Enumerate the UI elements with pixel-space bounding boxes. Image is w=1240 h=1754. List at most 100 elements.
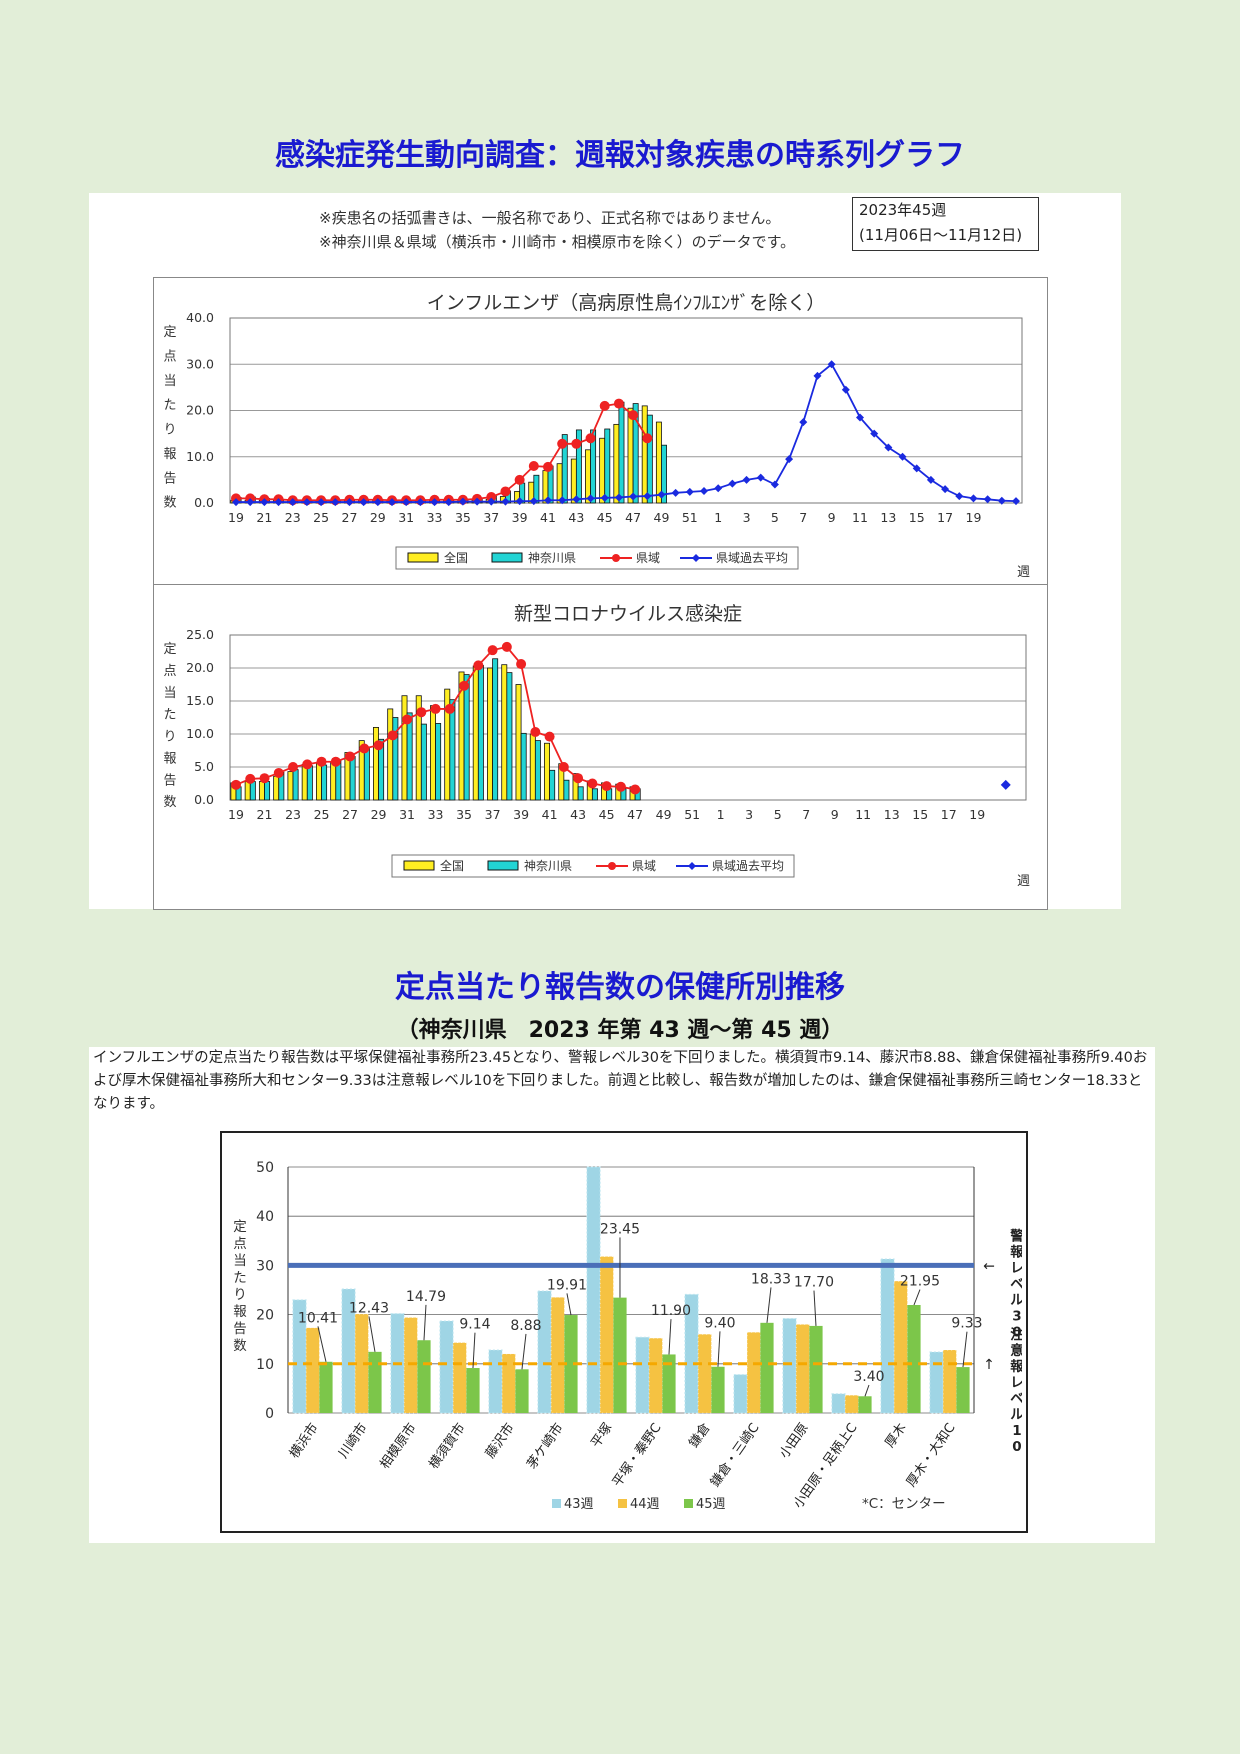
data-label-leader [368,1316,376,1352]
data-label-leader [962,1331,968,1368]
point-県域過去平均 [359,498,368,507]
y-axis-label-char: 報 [163,447,176,462]
x-tick-label: 39 [513,807,529,822]
point-県域過去平均 [969,494,978,503]
page-title: 感染症発生動向調査：週報対象疾患の時系列グラフ [275,138,965,173]
point-県域 [500,486,511,497]
point-県域 [642,433,653,444]
bar-神奈川県 [632,403,639,504]
bar-神奈川県 [420,723,427,801]
y-tick-label: 0.0 [194,792,214,807]
data-label: 9.40 [704,1315,735,1331]
y-tick-label: 30 [256,1258,274,1274]
warning-level-label: 注 [1010,1326,1022,1343]
data-label-leader [913,1289,921,1306]
point-県域 [573,773,584,784]
bar-43週 [488,1349,503,1414]
y-axis-label-char: 点 [163,349,176,364]
category-label: 鎌倉・三崎C [708,1421,763,1490]
y-axis-label-char: た [163,708,176,723]
data-label: 17.70 [794,1275,834,1291]
bar-43週 [733,1374,748,1414]
x-tick-label: 43 [570,807,586,822]
x-tick-label: 11 [852,510,868,525]
x-tick-label: 49 [654,510,670,525]
bar-神奈川県 [533,474,540,504]
x-tick-label: 33 [427,510,443,525]
x-axis-label: 週 [1017,565,1030,580]
point-県域過去平均 [955,492,964,501]
data-label: 21.95 [900,1274,940,1290]
bar-神奈川県 [520,732,527,801]
point-県域 [557,438,568,449]
point-県域過去平均 [586,494,595,503]
bar-神奈川県 [392,717,399,801]
y-tick-label: 20.0 [186,403,214,418]
x-tick-label: 17 [937,510,953,525]
legend-label: 43週 [564,1497,594,1512]
point-県域過去平均 [983,495,992,504]
section-title: 定点当たり報告数の保健所別推移 [395,970,845,1005]
x-tick-label: 49 [656,807,672,822]
x-tick-label: 27 [342,510,358,525]
category-label: 相模原市 [377,1420,420,1472]
bar-44週 [746,1332,761,1414]
data-label-leader [423,1304,427,1341]
bar-全国 [641,405,648,504]
legend-label: 県域 [632,859,656,873]
point-県域過去平均 [515,497,524,506]
x-tick-label: 15 [912,807,928,822]
bar-44週 [697,1333,712,1414]
point-県域過去平均 [373,498,382,507]
y-axis-label-char: 数 [233,1338,247,1354]
bar-43週 [341,1288,356,1414]
point-県域 [444,703,455,714]
alert-level-label: 報 [1010,1243,1022,1260]
data-label-leader [864,1384,870,1397]
bar-45週 [515,1369,529,1413]
point-県域過去平均 [544,496,552,505]
legend-label: 全国 [444,550,468,565]
y-tick-label: 0.0 [194,495,214,510]
category-label: 横須賀市 [426,1420,469,1472]
y-axis-label-char: 告 [233,1321,247,1337]
data-label: 9.14 [459,1317,490,1333]
point-県域過去平均 [402,498,411,507]
legend-swatch [487,860,519,871]
y-tick-label: 10.0 [186,726,214,741]
category-label: 小田原 [777,1421,812,1462]
category-label: 藤沢市 [482,1420,517,1461]
x-tick-label: 5 [771,510,779,525]
bar-44週 [893,1280,908,1414]
point-県域過去平均 [728,479,737,488]
x-tick-label: 45 [599,807,615,822]
category-label: 川崎市 [335,1420,370,1461]
y-axis-label-char: 定 [163,642,176,657]
bar-全国 [613,423,620,504]
x-tick-label: 45 [597,510,613,525]
legend-label: 神奈川県 [528,551,576,565]
y-axis-label-char: 当 [233,1253,247,1269]
x-tick-label: 47 [625,510,641,525]
warning-level-label: 意 [1010,1342,1022,1359]
bar-神奈川県 [591,788,598,801]
point-県域過去平均 [884,443,893,452]
y-tick-label: 40.0 [186,310,214,325]
bar-神奈川県 [449,699,456,801]
bar-全国 [501,664,508,801]
bar-44週 [599,1256,614,1414]
bar-44週 [942,1349,957,1414]
point-県域 [231,779,241,790]
bar-45週 [809,1325,823,1413]
bar-45週 [417,1340,431,1413]
bar-全国 [655,421,662,504]
point-県域 [486,491,497,502]
data-label: 14.79 [406,1289,446,1305]
week-label: 2023年45週 [859,201,947,219]
week-box: 2023年45週 (11月06日～11月12日) [852,197,1039,251]
bar-神奈川県 [563,779,570,801]
point-県域 [615,781,626,792]
point-県域過去平均 [841,385,850,394]
data-label-leader [521,1333,527,1370]
